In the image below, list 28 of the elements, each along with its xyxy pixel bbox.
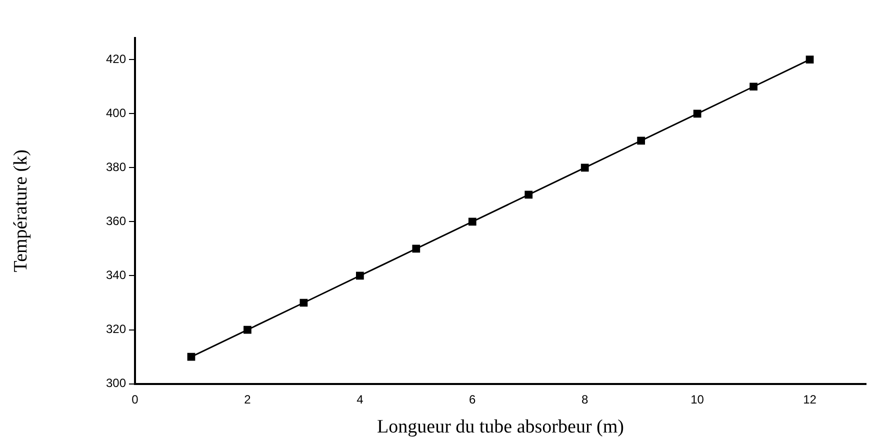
x-tick-label: 2: [244, 392, 252, 406]
x-tick-label: 10: [690, 392, 704, 406]
y-axis-title: Température (k): [10, 150, 32, 272]
point: [187, 352, 196, 361]
x-tick-label: 8: [582, 392, 588, 406]
point: [693, 110, 702, 118]
point: [580, 164, 589, 172]
point: [637, 136, 646, 145]
y-tick-label: 340: [106, 268, 126, 282]
y-tick-label: 380: [106, 160, 126, 174]
x-tick-label: 4: [356, 392, 364, 406]
point: [244, 326, 252, 334]
x-tick-label: 0: [132, 392, 139, 406]
point: [300, 298, 308, 307]
y-tick-label: 400: [106, 106, 126, 120]
point: [524, 190, 533, 199]
point: [806, 56, 814, 64]
point: [412, 244, 420, 253]
y-tick-label: 320: [106, 322, 126, 336]
y-tick-label: 360: [106, 214, 126, 228]
point: [750, 82, 758, 91]
x-axis-title: Longueur du tube absorbeur (m): [377, 416, 624, 438]
point: [356, 272, 364, 280]
point: [468, 218, 476, 226]
y-tick-label: 300: [106, 376, 126, 390]
y-tick-label: 420: [106, 52, 126, 66]
x-tick-label: 12: [803, 392, 817, 406]
x-tick-label: 6: [469, 392, 476, 406]
